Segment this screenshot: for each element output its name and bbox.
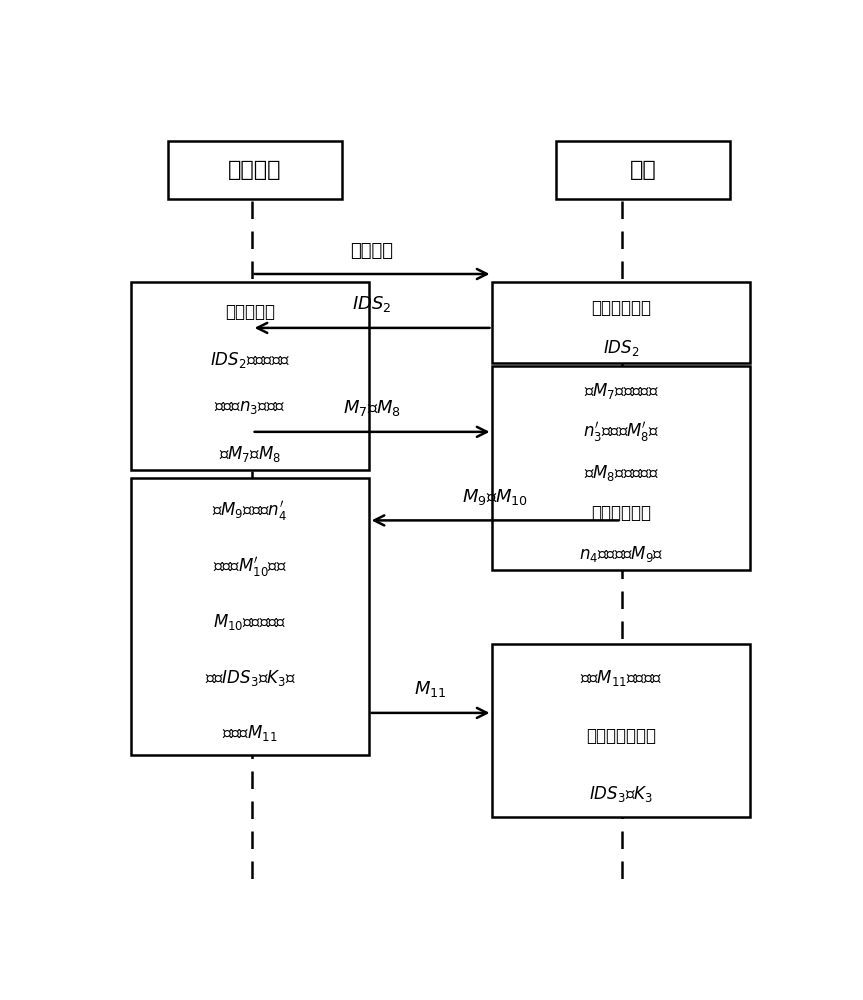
- Text: 标签: 标签: [630, 160, 656, 180]
- Text: $n_3'$，计算$M_8'$验: $n_3'$，计算$M_8'$验: [583, 420, 659, 444]
- Text: 并计算$M_{10}'$验证: 并计算$M_{10}'$验证: [213, 555, 287, 579]
- Text: 新所有者: 新所有者: [229, 160, 281, 180]
- Text: $M_9$，$M_{10}$: $M_9$，$M_{10}$: [463, 487, 528, 507]
- Text: 证通过后，更新: 证通过后，更新: [586, 727, 656, 745]
- Text: 从$M_7$中提取出并: 从$M_7$中提取出并: [583, 381, 658, 401]
- Text: 随机数$n_3$，并计: 随机数$n_3$，并计: [215, 398, 286, 416]
- Text: $M_{10}$，若通过则: $M_{10}$，若通过则: [213, 612, 287, 632]
- Text: $IDS_2$，生成第三: $IDS_2$，生成第三: [210, 350, 290, 370]
- Text: 并计算$M_{11}$: 并计算$M_{11}$: [223, 723, 278, 743]
- Text: $IDS_2$: $IDS_2$: [352, 294, 392, 314]
- Text: 查找匹配的: 查找匹配的: [225, 303, 275, 321]
- Text: 算$M_7$，$M_8$: 算$M_7$，$M_8$: [219, 444, 281, 464]
- Text: 发送第二假名: 发送第二假名: [591, 299, 652, 317]
- Text: $M_7$，$M_8$: $M_7$，$M_8$: [343, 398, 401, 418]
- Text: $n_4$，并计算$M_9$，: $n_4$，并计算$M_9$，: [579, 544, 664, 564]
- Text: 询问请求: 询问请求: [350, 242, 394, 260]
- Text: 成第四随机数: 成第四随机数: [591, 504, 652, 522]
- Text: 证$M_8$，通过则生: 证$M_8$，通过则生: [583, 463, 658, 483]
- Text: $IDS_3$，$K_3$: $IDS_3$，$K_3$: [589, 784, 653, 804]
- Text: $IDS_2$: $IDS_2$: [603, 338, 639, 358]
- Bar: [493, 644, 750, 817]
- Text: 更新$IDS_3$，$K_3$，: 更新$IDS_3$，$K_3$，: [205, 668, 295, 688]
- Bar: [168, 141, 342, 199]
- Bar: [131, 282, 369, 470]
- Bar: [493, 282, 750, 363]
- Text: 从$M_9$中提取$n_4'$: 从$M_9$中提取$n_4'$: [212, 499, 287, 523]
- Bar: [493, 366, 750, 570]
- Text: 验证$M_{11}$，并在验: 验证$M_{11}$，并在验: [580, 668, 662, 688]
- Bar: [556, 141, 730, 199]
- Bar: [131, 478, 369, 755]
- Text: $M_{11}$: $M_{11}$: [414, 679, 447, 699]
